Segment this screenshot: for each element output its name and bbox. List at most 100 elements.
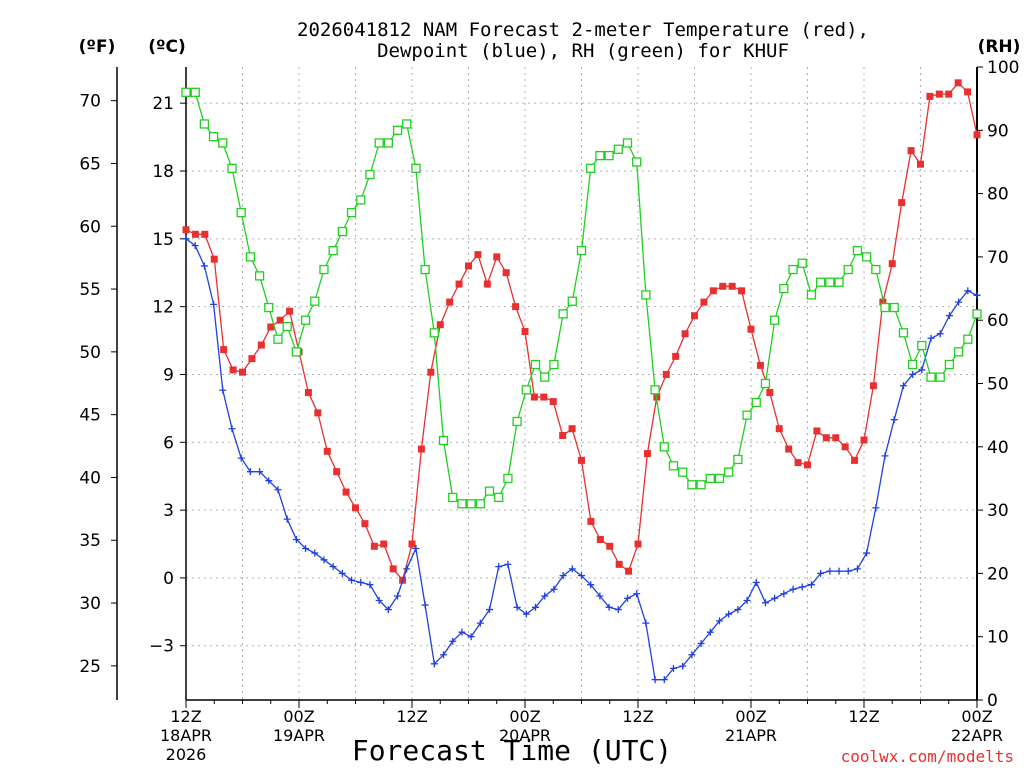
dewpoint-point (550, 585, 558, 593)
dewpoint-point (274, 486, 282, 494)
rh-point (622, 138, 633, 148)
temperature-point (907, 147, 915, 155)
x-tick-label: 20APR (499, 726, 551, 745)
rh-point (273, 334, 283, 344)
temperature-point (389, 565, 397, 573)
rh-point (595, 150, 605, 161)
rh-point (586, 163, 596, 173)
dewpoint-point (697, 639, 705, 647)
temperature-point (804, 461, 811, 469)
rh-point (751, 397, 761, 408)
dewpoint-point (660, 676, 668, 684)
temperature-point (945, 90, 953, 98)
dewpoint-point (669, 664, 677, 672)
rh-point (724, 467, 734, 477)
rh-point (705, 473, 715, 484)
rh-point (843, 264, 853, 275)
temperature-point (512, 303, 520, 311)
temperature-point (898, 199, 906, 207)
temperature-point (380, 540, 388, 548)
dewpoint-point (568, 565, 576, 573)
dewpoint-point (587, 581, 595, 589)
rh-point (365, 169, 375, 180)
celsius-tick-label: 15 (152, 230, 174, 250)
dewpoint-point (789, 585, 797, 593)
rh-point (208, 131, 219, 142)
dewpoint-point (375, 597, 383, 605)
temperature-point (568, 425, 576, 433)
rh-point (521, 385, 531, 395)
dewpoint-point (899, 382, 907, 390)
rh-point (392, 125, 403, 135)
dewpoint-point (633, 590, 641, 598)
temperature-point (662, 370, 670, 378)
temperature-point (333, 468, 341, 476)
watermark: coolwx.com/modelts (841, 747, 1014, 766)
rh-tick-label: 100 (987, 58, 1019, 78)
rh-point (300, 315, 311, 325)
dewpoint-point (191, 242, 199, 250)
rh-point (907, 359, 918, 370)
dewpoint-point (964, 287, 972, 295)
x-tick-label: 21APR (725, 726, 777, 745)
fahrenheit-tick-label: 55 (79, 280, 101, 300)
temperature-point (530, 393, 538, 401)
series-plus (182, 235, 981, 684)
dewpoint-point (679, 662, 687, 670)
dewpoint-point (467, 633, 475, 641)
temperature-point (643, 450, 651, 458)
temperature-point (625, 567, 633, 575)
dewpoint-point (541, 592, 549, 600)
dewpoint-point (228, 425, 236, 433)
rh-point (558, 309, 568, 319)
temperature-point (691, 312, 698, 320)
celsius-tick-label: 12 (152, 298, 174, 318)
rh-point (604, 150, 614, 161)
rh-point (503, 473, 513, 484)
dewpoint-point (440, 651, 448, 659)
temperature-point (361, 520, 369, 528)
dewpoint-point (651, 676, 659, 684)
rh-point (402, 119, 412, 129)
temperature-point (540, 393, 548, 401)
x-tick-label: 12Z (848, 707, 879, 726)
dewpoint-point (265, 477, 273, 485)
temperature-point (681, 330, 689, 338)
temperature-point (869, 382, 877, 390)
temperature-point (728, 282, 736, 290)
tick-labels: 70656055504540353025211815129630−3010203… (79, 58, 1019, 764)
temperature-point (483, 280, 491, 288)
x-tick-label: 12Z (170, 707, 201, 726)
temperature-point (304, 389, 312, 397)
rh-point (678, 467, 688, 477)
rh-point (917, 340, 927, 351)
temperature-point (370, 542, 378, 550)
rh-point (650, 385, 660, 395)
rh-point (770, 315, 780, 325)
temperature-point (229, 366, 237, 374)
temperature-point (841, 443, 849, 451)
dewpoint-point (329, 563, 337, 571)
series-open-square (181, 87, 982, 509)
dewpoint-point (844, 567, 852, 575)
rh-tick-label: 70 (987, 248, 1009, 268)
rh-point (466, 499, 476, 509)
dewpoint-point (357, 578, 365, 586)
fahrenheit-tick-label: 50 (79, 343, 101, 363)
rh-point (880, 302, 890, 313)
temperature-point (709, 287, 717, 295)
dewpoint-point (761, 599, 769, 607)
fahrenheit-tick-label: 70 (79, 92, 101, 112)
rh-point (659, 442, 669, 452)
dewpoint-point (182, 235, 190, 243)
rh-point (963, 334, 973, 344)
temperature-point (502, 269, 510, 277)
dewpoint-point (688, 651, 696, 659)
temperature-point (813, 427, 821, 435)
rh-point (889, 302, 899, 313)
rh-point (356, 195, 366, 205)
fahrenheit-axis-label: (ºF) (79, 37, 116, 57)
rh-point (714, 473, 725, 484)
rh-axis-label: (RH) (978, 37, 1021, 57)
